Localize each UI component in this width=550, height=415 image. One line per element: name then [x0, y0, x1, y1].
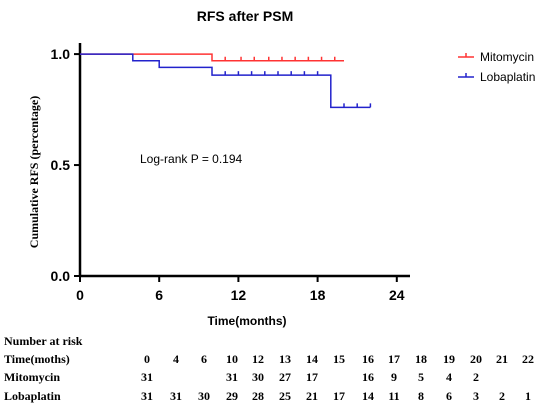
x-axis-label: Time(months): [207, 314, 286, 328]
y-tick-label-1: 0.5: [51, 157, 71, 173]
legend: Mitomycin Lobaplatin: [458, 50, 535, 84]
risk-cell-1-2: 30: [198, 389, 210, 403]
risk-time-9: 17: [388, 352, 400, 366]
risk-cell-1-9: 11: [388, 389, 399, 403]
risk-cell-1-0: 31: [141, 389, 153, 403]
y-tick-label-0: 0.0: [51, 268, 71, 284]
logrank-annotation: Log-rank P = 0.194: [140, 152, 243, 166]
chart-title: RFS after PSM: [197, 8, 293, 24]
series-lobaplatin: [80, 53, 372, 109]
km-curve-mitomycin: [80, 53, 344, 62]
risk-cell-1-7: 17: [333, 389, 345, 403]
risk-cell-1-11: 6: [446, 389, 452, 403]
legend-label-1: Lobaplatin: [480, 70, 535, 84]
risk-time-11: 19: [443, 352, 455, 366]
risk-cell-0-10: 5: [418, 370, 424, 384]
risk-time-5: 13: [279, 352, 291, 366]
risk-time-12: 20: [470, 352, 482, 366]
risk-time-1: 4: [173, 352, 179, 366]
risk-time-3: 10: [226, 352, 238, 366]
x-tick-label-2: 12: [231, 287, 247, 303]
risk-time-14: 22: [522, 352, 534, 366]
x-tick-label-0: 0: [76, 287, 84, 303]
risk-cell-0-11: 4: [446, 370, 452, 384]
risk-cell-1-8: 14: [362, 389, 374, 403]
series-mitomycin: [80, 53, 344, 62]
legend-label-0: Mitomycin: [480, 50, 534, 64]
risk-time-8: 16: [362, 352, 374, 366]
x-tick-label-1: 6: [155, 287, 163, 303]
risk-time-6: 14: [306, 352, 318, 366]
risk-cell-0-3: 31: [226, 370, 238, 384]
risk-cell-1-10: 8: [418, 389, 424, 403]
risk-row-label-0: Mitomycin: [4, 370, 60, 384]
risk-time-13: 21: [496, 352, 508, 366]
risk-cell-0-8: 16: [362, 370, 374, 384]
risk-cell-0-12: 2: [473, 370, 479, 384]
risk-time-0: 0: [144, 352, 150, 366]
risk-cell-1-1: 31: [170, 389, 182, 403]
risk-cell-0-5: 27: [279, 370, 291, 384]
y-ticks: 0.0 0.5 1.0: [51, 46, 80, 284]
series-layer: [80, 53, 372, 109]
y-axis-label: Cumulative RFS (percentage): [27, 96, 41, 248]
risk-cell-0-9: 9: [391, 370, 397, 384]
risk-table-title: Number at risk: [4, 334, 83, 348]
x-ticks: 0 6 12 18 24: [76, 276, 405, 303]
risk-cell-1-12: 3: [473, 389, 479, 403]
x-tick-label-3: 18: [310, 287, 326, 303]
plot-area: 0.0 0.5 1.0 0 6 12 18 24: [51, 43, 410, 303]
risk-cell-0-6: 17: [306, 370, 318, 384]
risk-cell-1-3: 29: [226, 389, 238, 403]
risk-cell-1-4: 28: [252, 389, 264, 403]
y-tick-label-2: 1.0: [51, 46, 71, 62]
risk-cell-1-14: 1: [525, 389, 531, 403]
risk-cell-0-0: 31: [141, 370, 153, 384]
risk-table: Number at risk Time(moths) 0 4 6 10 12 13 14 15…: [4, 334, 534, 403]
risk-time-4: 12: [252, 352, 264, 366]
x-tick-label-4: 24: [389, 287, 405, 303]
km-curve-lobaplatin: [80, 53, 371, 109]
risk-cell-1-5: 25: [279, 389, 291, 403]
risk-time-2: 6: [201, 352, 207, 366]
risk-table-header-label: Time(moths): [4, 352, 70, 366]
risk-cell-1-13: 2: [499, 389, 505, 403]
risk-row-label-1: Lobaplatin: [4, 389, 61, 403]
risk-time-7: 15: [333, 352, 345, 366]
risk-time-10: 18: [415, 352, 427, 366]
risk-cell-1-6: 21: [306, 389, 318, 403]
risk-cell-0-4: 30: [252, 370, 264, 384]
